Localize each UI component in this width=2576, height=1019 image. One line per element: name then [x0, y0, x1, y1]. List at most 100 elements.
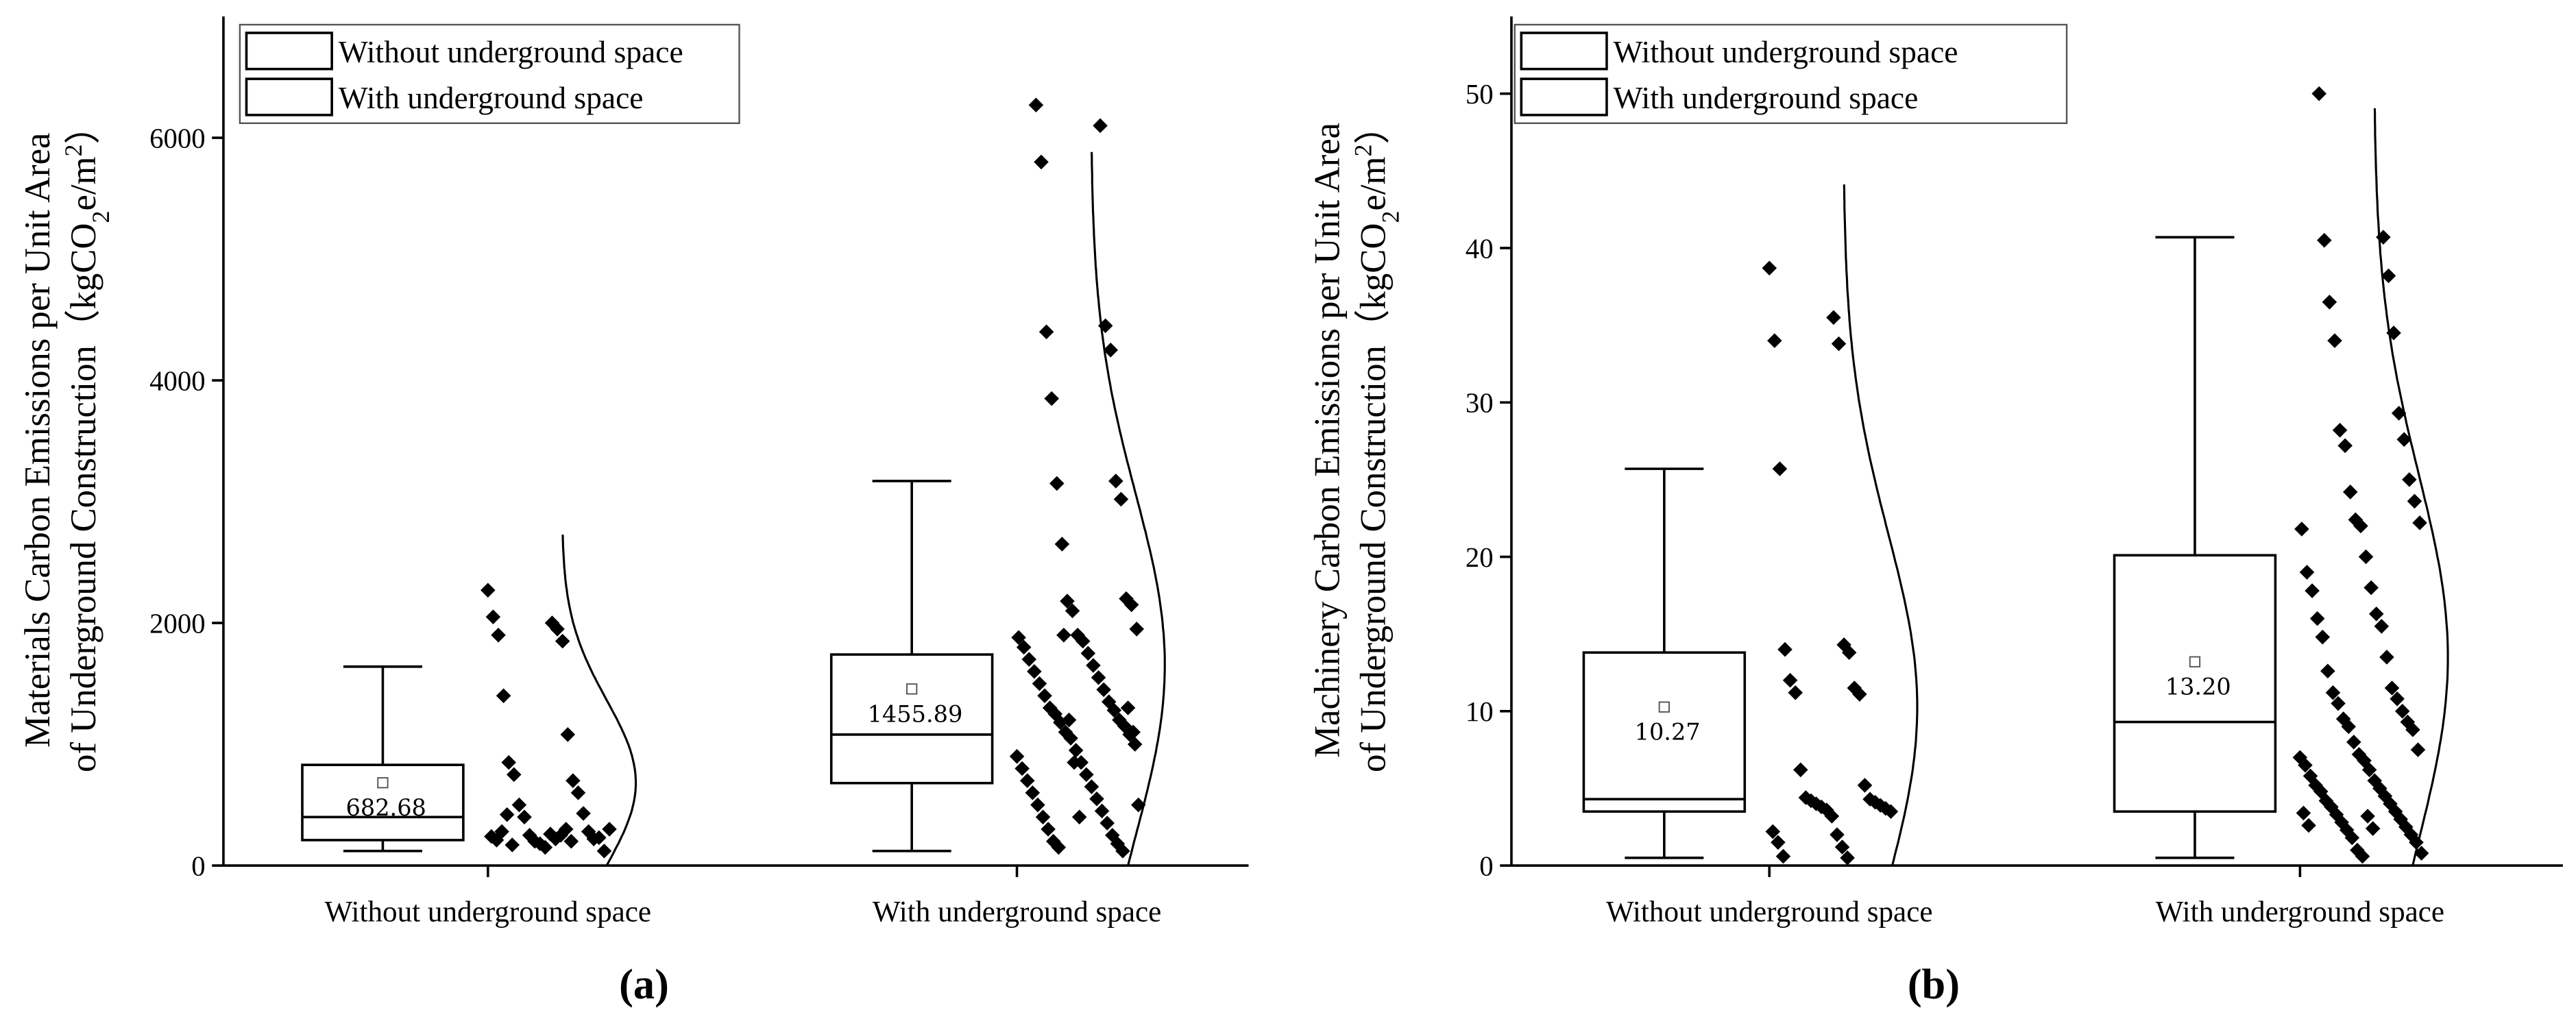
data-point — [558, 822, 574, 837]
data-point — [1032, 676, 1047, 691]
data-point — [1775, 848, 1791, 864]
data-point — [2390, 691, 2405, 707]
data-point — [1106, 702, 1122, 718]
data-point — [560, 727, 576, 742]
data-point — [596, 844, 612, 859]
data-point — [1830, 827, 1845, 842]
data-point — [2299, 565, 2315, 580]
panel-label: (a) — [619, 961, 669, 1008]
data-point — [1840, 850, 1855, 865]
data-point — [2357, 753, 2372, 768]
data-point — [1051, 839, 1067, 855]
data-point — [537, 839, 553, 855]
data-point — [1772, 461, 1788, 476]
legend-label: With underground space — [339, 80, 644, 115]
data-point — [2294, 521, 2309, 537]
y-tick-label: 2000 — [149, 608, 205, 639]
legend-label: With underground space — [1614, 80, 1919, 115]
data-point — [491, 627, 506, 643]
data-point — [1120, 700, 1136, 715]
data-point — [2368, 606, 2384, 622]
data-point — [1127, 737, 1143, 752]
data-point — [1063, 731, 1078, 746]
data-point — [1782, 672, 1798, 688]
data-point — [2412, 515, 2427, 530]
data-point — [1086, 658, 1101, 673]
data-point — [1096, 682, 1111, 698]
legend-label: Without underground space — [1614, 34, 1958, 69]
legend: Without underground space With undergroun… — [239, 23, 740, 124]
y-tick-label: 10 — [1466, 696, 1494, 727]
data-point — [2320, 663, 2335, 679]
data-point — [2301, 818, 2316, 833]
x-tick-label: With underground space — [2156, 896, 2444, 929]
data-point — [2332, 423, 2348, 438]
data-point — [2325, 685, 2341, 700]
data-point — [2315, 629, 2331, 645]
data-point — [1762, 260, 1777, 276]
data-point — [1068, 743, 1084, 758]
data-point — [1108, 474, 1123, 489]
data-point — [1831, 336, 1847, 352]
data-point — [2337, 438, 2353, 454]
box — [1582, 651, 1747, 813]
data-point — [1091, 670, 1106, 685]
y-axis-label: Materials Carbon Emissions per Unit Area — [18, 133, 58, 748]
data-point — [1028, 97, 1044, 113]
data-point — [2402, 472, 2417, 487]
x-tick-label: With underground space — [873, 896, 1161, 929]
data-point — [1113, 491, 1129, 507]
data-point — [1030, 797, 1045, 813]
data-point — [1037, 688, 1052, 704]
data-point — [2344, 830, 2360, 846]
data-point — [485, 609, 501, 625]
data-point — [1873, 798, 1888, 813]
data-point — [1883, 804, 1899, 820]
y-tick-label: 20 — [1466, 542, 1494, 573]
data-point — [566, 773, 581, 788]
data-point — [2308, 778, 2323, 793]
mean-marker — [2189, 656, 2201, 667]
data-point — [1038, 324, 1054, 340]
data-point — [2317, 232, 2332, 248]
data-point — [481, 582, 496, 598]
data-point — [1771, 835, 1786, 850]
data-point — [1089, 791, 1104, 807]
y-axis-label: of Underground Construction（kgCO2e/m2） — [1349, 108, 1404, 772]
data-point — [2351, 747, 2367, 762]
data-point — [2322, 295, 2337, 310]
y-axis-label-part: ） — [64, 108, 104, 145]
data-point — [2379, 650, 2394, 665]
data-point — [1084, 779, 1099, 794]
mean-marker — [377, 777, 389, 789]
data-point — [2381, 268, 2396, 284]
data-point — [2309, 611, 2325, 626]
data-point — [2296, 805, 2311, 821]
legend-label: Without underground space — [339, 34, 683, 69]
panel-label: (b) — [1908, 961, 1960, 1008]
data-point — [1793, 762, 1808, 778]
data-point — [1025, 785, 1041, 800]
y-axis-label-part: of Underground Construction（kgCO — [64, 223, 104, 772]
data-point — [1027, 664, 1042, 679]
data-point — [1852, 687, 1867, 702]
density-curve — [1091, 151, 1166, 866]
legend: Without underground space With undergroun… — [1514, 23, 2068, 124]
data-point — [496, 688, 511, 704]
data-point — [1129, 622, 1145, 637]
y-axis-label-part: ） — [1353, 108, 1393, 145]
data-point — [499, 807, 515, 822]
data-point — [1065, 603, 1080, 619]
data-point — [550, 622, 565, 637]
legend-swatch — [245, 32, 333, 71]
data-point — [2405, 722, 2420, 737]
data-point — [2358, 549, 2374, 565]
y-tick-label: 0 — [1479, 850, 1493, 881]
data-point — [1021, 652, 1037, 667]
y-axis-label-part: e/m — [64, 156, 104, 210]
data-point — [2335, 711, 2351, 726]
data-point — [1826, 310, 1841, 326]
data-point — [2364, 580, 2379, 596]
data-point — [2365, 821, 2381, 836]
